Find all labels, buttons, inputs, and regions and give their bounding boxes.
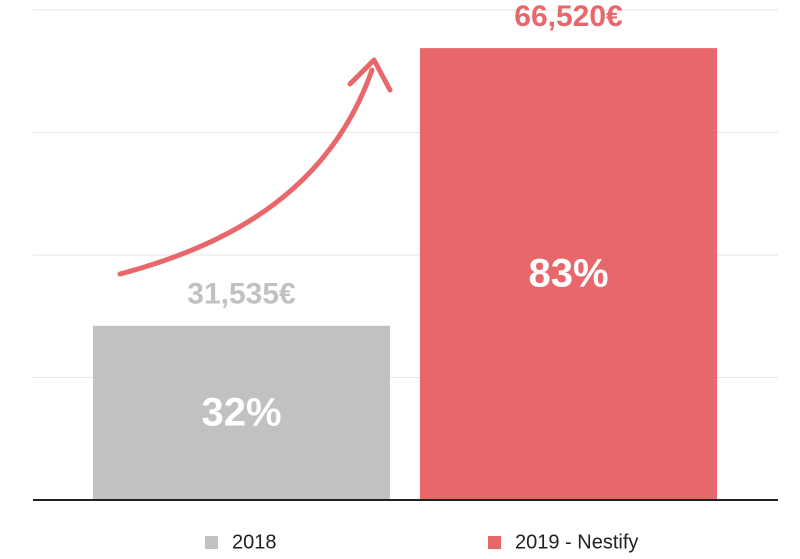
value-label: 32% — [201, 390, 281, 434]
growth-arrow — [117, 67, 375, 277]
total-label: 66,520€ — [514, 0, 623, 33]
legend-swatch — [488, 536, 501, 549]
legend-swatch — [205, 536, 218, 549]
growth-arrow-head — [347, 57, 393, 93]
bar — [93, 325, 390, 500]
value-label: 83% — [528, 252, 608, 296]
legend-label: 2018 — [232, 531, 277, 553]
total-label: 31,535€ — [187, 278, 296, 311]
legend-label: 2019 - Nestify — [515, 531, 638, 553]
bar — [420, 48, 717, 500]
